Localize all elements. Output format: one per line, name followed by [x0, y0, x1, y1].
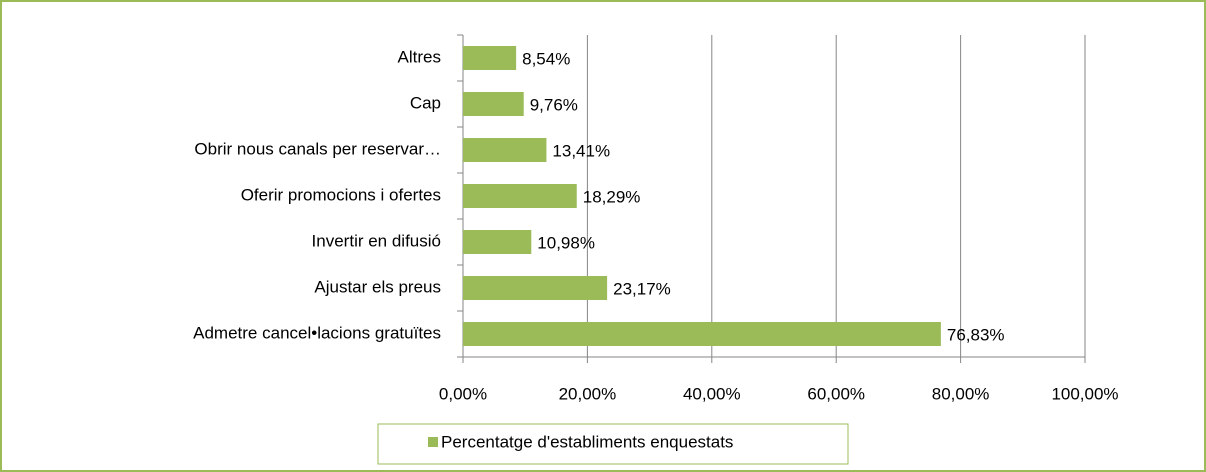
y-tick-label: Cap	[410, 93, 441, 112]
bar	[463, 322, 941, 346]
data-label: 23,17%	[613, 279, 671, 298]
y-tick-label: Admetre cancel•lacions gratuïtes	[193, 323, 441, 342]
bar	[463, 276, 608, 300]
x-tick-label: 60,00%	[807, 384, 865, 403]
data-label: 18,29%	[583, 187, 641, 206]
bar	[463, 138, 547, 162]
data-label: 76,83%	[947, 325, 1005, 344]
data-label: 10,98%	[537, 233, 595, 252]
data-label: 8,54%	[522, 49, 570, 68]
bar	[463, 184, 577, 208]
bar	[463, 230, 532, 254]
legend-swatch	[428, 437, 438, 447]
y-tick-label: Oferir promocions i ofertes	[241, 185, 441, 204]
x-tick-label: 100,00%	[1051, 384, 1118, 403]
bar	[463, 46, 517, 70]
x-tick-label: 40,00%	[683, 384, 741, 403]
x-tick-label: 20,00%	[559, 384, 617, 403]
x-tick-label: 80,00%	[932, 384, 990, 403]
y-tick-label: Invertir en difusió	[312, 231, 441, 250]
y-tick-label: Ajustar els preus	[314, 277, 441, 296]
data-label: 9,76%	[530, 95, 578, 114]
bar	[463, 92, 524, 116]
x-tick-label: 0,00%	[439, 384, 487, 403]
data-label: 13,41%	[552, 141, 610, 160]
y-tick-label: Altres	[398, 47, 441, 66]
legend-box	[377, 423, 849, 465]
y-tick-label: Obrir nous canals per reservar…	[194, 139, 441, 158]
legend-label: Percentatge d'establiments enquestats	[441, 432, 733, 451]
